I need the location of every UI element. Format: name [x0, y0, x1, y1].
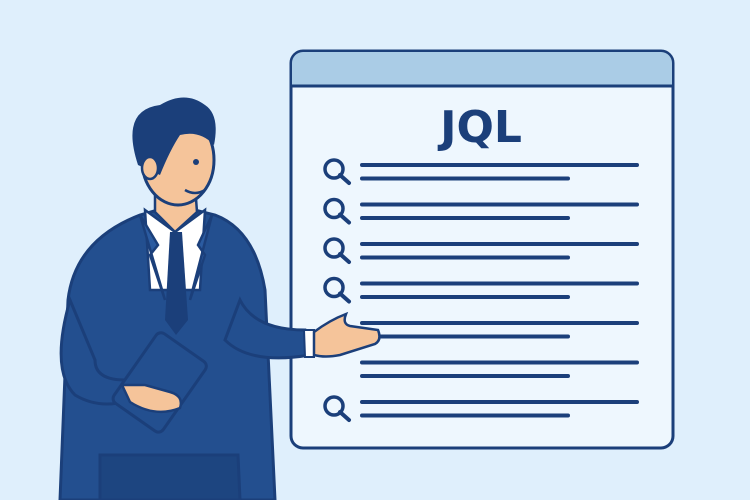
list-row	[323, 237, 639, 264]
search-icon	[323, 158, 351, 185]
list-row	[360, 360, 639, 378]
businessman	[58, 97, 381, 500]
hair	[132, 97, 216, 175]
holding-hand	[120, 383, 183, 414]
board-header	[292, 52, 672, 86]
list-row	[323, 395, 639, 422]
search-icon	[323, 197, 351, 225]
search-icon	[323, 395, 351, 422]
open-hand	[312, 311, 381, 358]
list-row	[360, 321, 639, 339]
jql-board: JQL	[289, 49, 675, 450]
search-icon	[323, 237, 351, 264]
tablet	[111, 331, 208, 434]
list-row	[323, 158, 639, 185]
search-icon	[323, 276, 351, 304]
list-row	[323, 276, 639, 304]
list-row	[323, 197, 639, 225]
tie	[165, 232, 188, 335]
board-title: JQL	[437, 102, 522, 153]
